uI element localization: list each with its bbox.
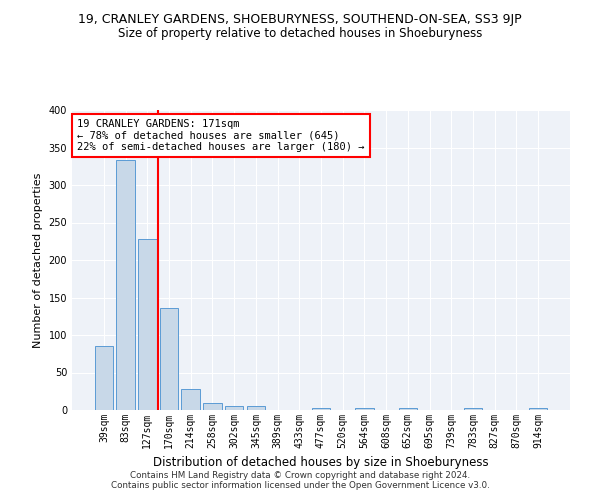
X-axis label: Distribution of detached houses by size in Shoeburyness: Distribution of detached houses by size …	[153, 456, 489, 469]
Bar	[116, 160, 135, 410]
Bar	[398, 408, 417, 410]
Text: Size of property relative to detached houses in Shoeburyness: Size of property relative to detached ho…	[118, 28, 482, 40]
Y-axis label: Number of detached properties: Number of detached properties	[33, 172, 43, 348]
Bar	[355, 408, 374, 410]
Bar	[203, 402, 221, 410]
Bar	[312, 408, 330, 410]
Bar	[181, 389, 200, 410]
Text: 19, CRANLEY GARDENS, SHOEBURYNESS, SOUTHEND-ON-SEA, SS3 9JP: 19, CRANLEY GARDENS, SHOEBURYNESS, SOUTH…	[78, 12, 522, 26]
Text: Contains HM Land Registry data © Crown copyright and database right 2024.
Contai: Contains HM Land Registry data © Crown c…	[110, 470, 490, 490]
Bar	[160, 308, 178, 410]
Bar	[247, 406, 265, 410]
Bar	[138, 239, 157, 410]
Text: 19 CRANLEY GARDENS: 171sqm
← 78% of detached houses are smaller (645)
22% of sem: 19 CRANLEY GARDENS: 171sqm ← 78% of deta…	[77, 119, 364, 152]
Bar	[529, 408, 547, 410]
Bar	[225, 406, 244, 410]
Bar	[464, 408, 482, 410]
Bar	[95, 346, 113, 410]
